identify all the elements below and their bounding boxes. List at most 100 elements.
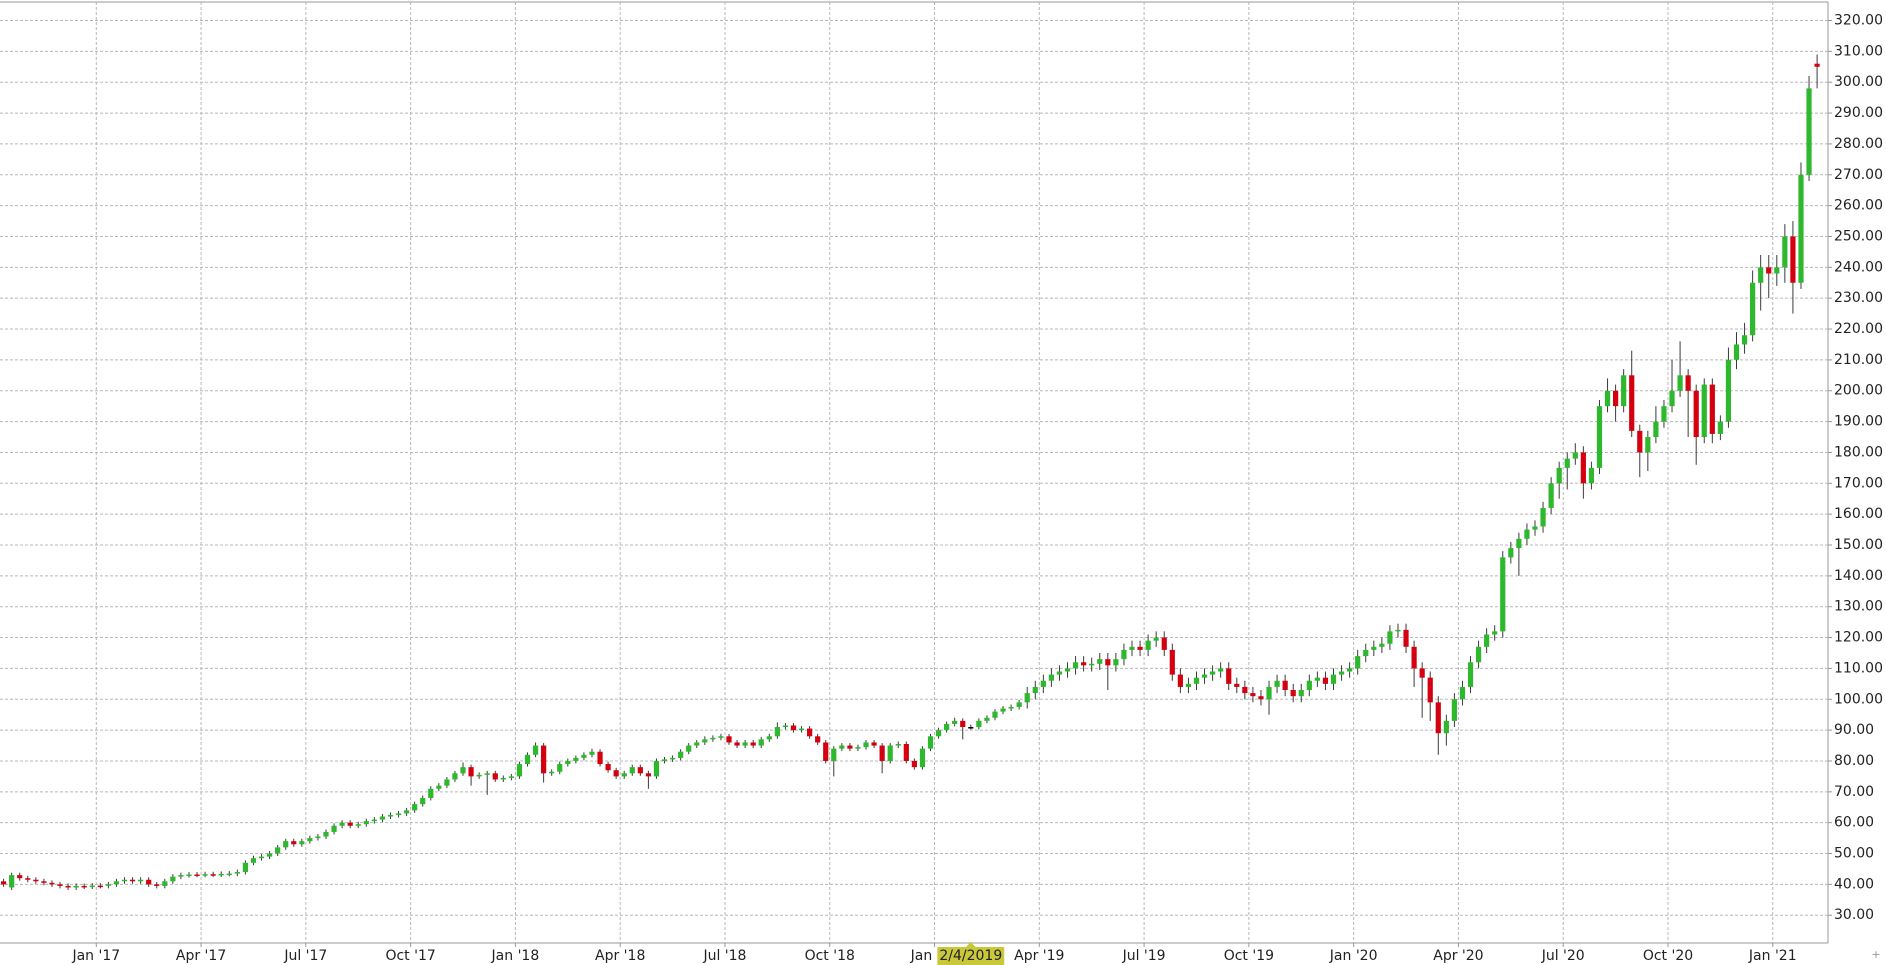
candle-body <box>1153 637 1159 641</box>
candle-body <box>1 881 7 885</box>
candle-body <box>549 771 555 774</box>
candle-body <box>976 720 982 728</box>
candle-body <box>242 862 248 873</box>
candle-body <box>831 748 837 761</box>
candle-body <box>629 767 635 774</box>
candle-body <box>750 742 756 746</box>
candle-body <box>1790 236 1796 283</box>
y-tick-label: 290.00 <box>1834 105 1883 121</box>
candle-body <box>1782 236 1788 268</box>
candle-body <box>532 745 539 755</box>
candle-body <box>420 797 426 805</box>
candle-body <box>1492 631 1498 635</box>
x-tick-label: Jul '17 <box>283 948 327 964</box>
candle-body <box>1048 674 1054 681</box>
candle-body <box>315 836 321 839</box>
candle-body <box>178 875 184 877</box>
candle-body <box>742 742 748 746</box>
candle-body <box>97 885 103 888</box>
candle-body <box>1685 375 1691 391</box>
candle-body <box>1161 637 1167 650</box>
candle-body <box>1774 267 1780 274</box>
candle-body <box>516 764 523 777</box>
candle-body <box>1419 668 1425 678</box>
y-tick-label: 70.00 <box>1834 784 1874 800</box>
candle-body <box>210 874 216 876</box>
candle-body <box>379 816 386 820</box>
x-tick-label: Oct '17 <box>385 948 435 964</box>
candle-body <box>105 884 111 886</box>
candle-body <box>573 757 579 761</box>
candle-body <box>146 879 152 885</box>
candle-body <box>1177 674 1183 687</box>
candle-body <box>1403 629 1409 647</box>
candle-body <box>1508 548 1514 558</box>
candle-body <box>1693 390 1699 438</box>
candle-body <box>129 879 136 882</box>
candle-body <box>597 751 603 765</box>
candle-body <box>927 736 934 749</box>
candle-body <box>653 760 660 777</box>
candle-body <box>1677 375 1683 391</box>
x-tick-label: Jan '17 <box>71 948 120 964</box>
candle-body <box>1750 282 1756 336</box>
x-tick-label: Apr '18 <box>595 948 645 964</box>
y-tick-label: 30.00 <box>1834 907 1874 923</box>
candle-body <box>1467 662 1474 687</box>
candle-body <box>702 739 708 743</box>
candle-body <box>1572 452 1578 459</box>
candle-body <box>1556 467 1562 484</box>
candle-body <box>790 725 797 731</box>
candle-body <box>1024 693 1030 703</box>
y-tick-label: 60.00 <box>1834 815 1874 831</box>
candle-body <box>1814 63 1820 67</box>
candle-body <box>1000 708 1006 712</box>
candle-body <box>1475 646 1482 663</box>
candle-body <box>669 757 676 760</box>
y-tick-label: 150.00 <box>1834 537 1883 553</box>
candle-body <box>1226 668 1232 684</box>
candle-body <box>815 736 821 743</box>
candle-body <box>766 736 772 740</box>
candle-body <box>1661 406 1667 422</box>
candle-body <box>1411 646 1417 669</box>
candle-body <box>1669 390 1675 407</box>
candle-body <box>1427 677 1433 703</box>
candle-body <box>1258 696 1264 700</box>
candle-body <box>1282 680 1288 691</box>
candle-body <box>1081 662 1087 666</box>
candle-body <box>1741 335 1748 345</box>
candle-body <box>1121 649 1127 660</box>
candle-body <box>339 822 345 826</box>
candle-body <box>113 881 120 885</box>
candle-body <box>1242 686 1248 694</box>
candle-body <box>1064 668 1071 672</box>
candle-body <box>1766 267 1772 274</box>
candle-body <box>1008 706 1014 709</box>
y-tick-label: 80.00 <box>1834 753 1874 769</box>
candle-body <box>694 742 700 746</box>
y-tick-label: 200.00 <box>1834 383 1883 399</box>
candle-body <box>1137 646 1143 650</box>
x-tick-label: Apr '19 <box>1014 948 1064 964</box>
x-tick-label: Oct '18 <box>805 948 855 964</box>
candle-body <box>645 773 651 777</box>
y-tick-label: 310.00 <box>1834 43 1883 59</box>
y-tick-label: 100.00 <box>1834 691 1883 707</box>
candle-body <box>371 819 377 822</box>
candle-body <box>1097 659 1103 664</box>
candle-body <box>1032 686 1038 694</box>
x-tick-label: Jul '20 <box>1541 948 1585 964</box>
candle-body <box>138 879 144 882</box>
candle-body <box>1218 668 1224 672</box>
candle-body <box>1266 686 1272 700</box>
candle-body <box>202 874 208 876</box>
candle-body <box>1201 674 1208 678</box>
candle-body <box>1516 538 1522 549</box>
y-tick-label: 90.00 <box>1834 722 1874 738</box>
candle-body <box>984 717 990 721</box>
candle-body <box>581 754 587 758</box>
candle-body <box>395 813 402 815</box>
y-tick-label: 300.00 <box>1834 74 1883 90</box>
